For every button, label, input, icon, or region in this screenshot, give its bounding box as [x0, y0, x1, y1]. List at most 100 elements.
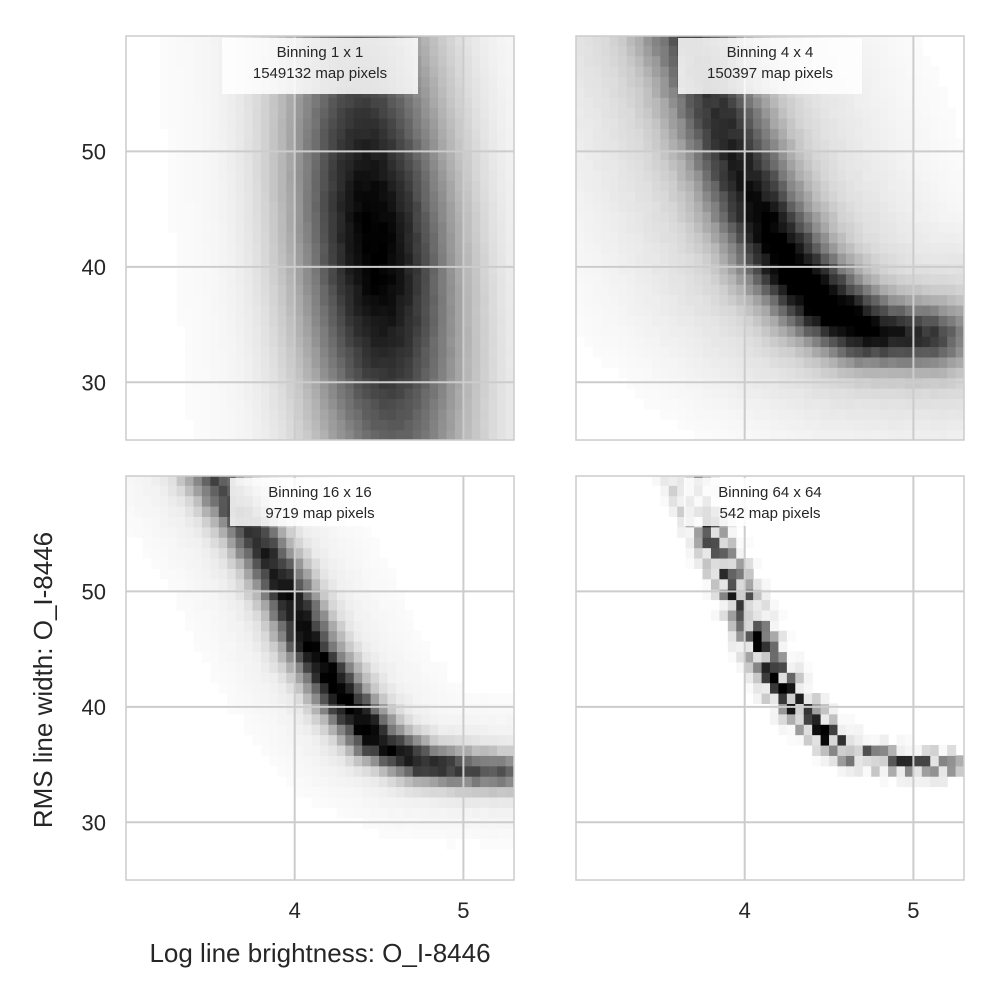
heatmap-cell: [412, 713, 422, 725]
panel-frame: [575, 475, 965, 881]
heatmap-cell: [694, 557, 704, 569]
heatmap-cell: [227, 346, 237, 358]
heatmap-cell: [736, 547, 746, 559]
heatmap-cell: [862, 45, 872, 57]
heatmap-cell: [820, 408, 830, 420]
heatmap-cell: [770, 661, 780, 673]
heatmap-cell: [643, 263, 653, 275]
heatmap-cell: [218, 398, 228, 410]
heatmap-cell: [303, 547, 313, 559]
heatmap-cell: [896, 336, 906, 348]
heatmap-cell: [311, 578, 321, 590]
heatmap-cell: [514, 398, 523, 409]
heatmap-cell: [719, 557, 729, 569]
heatmap-cell: [438, 294, 448, 306]
heatmap-cell: [930, 284, 940, 296]
heatmap-cell: [235, 388, 245, 400]
heatmap-cell: [480, 325, 490, 337]
heatmap-cell: [201, 180, 211, 192]
heatmap-cell: [227, 693, 237, 704]
heatmap-cell: [345, 526, 355, 538]
heatmap-cell: [379, 641, 389, 653]
heatmap-cell: [514, 222, 523, 233]
heatmap-cell: [913, 284, 923, 296]
heatmap-cell: [210, 284, 220, 296]
heatmap-cell: [362, 336, 372, 348]
heatmap-cell: [235, 284, 245, 296]
heatmap-cell: [269, 253, 279, 264]
heatmap-cell: [328, 263, 338, 275]
heatmap-cell: [584, 221, 594, 233]
heatmap-cell: [601, 45, 611, 57]
heatmap-cell: [770, 201, 780, 213]
heatmap-cell: [719, 398, 729, 410]
heatmap-cell: [421, 232, 431, 244]
heatmap-cell: [576, 169, 586, 181]
heatmap-cell: [710, 304, 720, 316]
heatmap-cell: [660, 211, 670, 223]
heatmap-cell: [244, 388, 254, 400]
heatmap-cell: [336, 651, 346, 663]
heatmap-cell: [328, 336, 338, 348]
heatmap-cell: [252, 128, 262, 140]
heatmap-cell: [454, 180, 464, 192]
heatmap-cell: [702, 557, 712, 569]
heatmap-cell: [913, 356, 923, 368]
heatmap-cell: [710, 190, 720, 202]
heatmap-cell: [609, 232, 619, 244]
heatmap-cell: [438, 315, 448, 327]
heatmap-cell: [845, 367, 855, 379]
heatmap-cell: [353, 356, 363, 368]
heatmap-cell: [921, 408, 931, 420]
heatmap-cell: [736, 408, 746, 420]
heatmap-cell: [480, 419, 490, 431]
heatmap-cell: [370, 242, 380, 254]
heatmap-cell: [303, 682, 313, 694]
heatmap-cell: [244, 651, 254, 663]
heatmap-cell: [938, 97, 948, 109]
heatmap-cell: [269, 724, 279, 736]
heatmap-cell: [803, 693, 813, 704]
heatmap-cell: [930, 86, 940, 98]
heatmap-cell: [294, 557, 304, 569]
heatmap-cell: [294, 398, 304, 410]
heatmap-cell: [218, 506, 228, 517]
heatmap-cell: [497, 734, 507, 746]
heatmap-cell: [353, 336, 363, 348]
heatmap-cell: [862, 325, 872, 337]
heatmap-cell: [387, 180, 397, 192]
heatmap-cell: [412, 97, 422, 109]
heatmap-cell: [803, 398, 813, 410]
heatmap-cell: [635, 107, 645, 119]
heatmap-cell: [303, 661, 313, 673]
heatmap-cell: [168, 36, 178, 46]
heatmap-cell: [269, 620, 279, 632]
heatmap-cell: [837, 242, 847, 254]
heatmap-cell: [185, 388, 195, 400]
heatmap-cell: [277, 547, 287, 559]
heatmap-cell: [921, 107, 931, 119]
heatmap-cell: [303, 734, 313, 746]
heatmap-cell: [803, 97, 813, 109]
heatmap-cell: [938, 180, 948, 192]
heatmap-cell: [151, 557, 161, 569]
heatmap-cell: [921, 232, 931, 244]
heatmap-cell: [862, 315, 872, 327]
heatmap-cell: [480, 724, 490, 736]
heatmap-cell: [820, 304, 830, 316]
heatmap-cell: [463, 315, 473, 327]
heatmap-cell: [252, 429, 262, 440]
heatmap-cell: [668, 201, 678, 213]
heatmap-cell: [710, 149, 720, 161]
heatmap-cell: [379, 346, 389, 358]
heatmap-cell: [480, 693, 490, 704]
heatmap-cell: [336, 419, 346, 431]
heatmap-cell: [286, 325, 296, 337]
heatmap-cell: [429, 744, 439, 756]
heatmap-cell: [438, 201, 448, 213]
heatmap-cell: [446, 336, 456, 348]
heatmap-cell: [412, 294, 422, 306]
heatmap-cell: [761, 221, 771, 233]
heatmap-cell: [786, 211, 796, 223]
heatmap-cell: [744, 346, 754, 358]
